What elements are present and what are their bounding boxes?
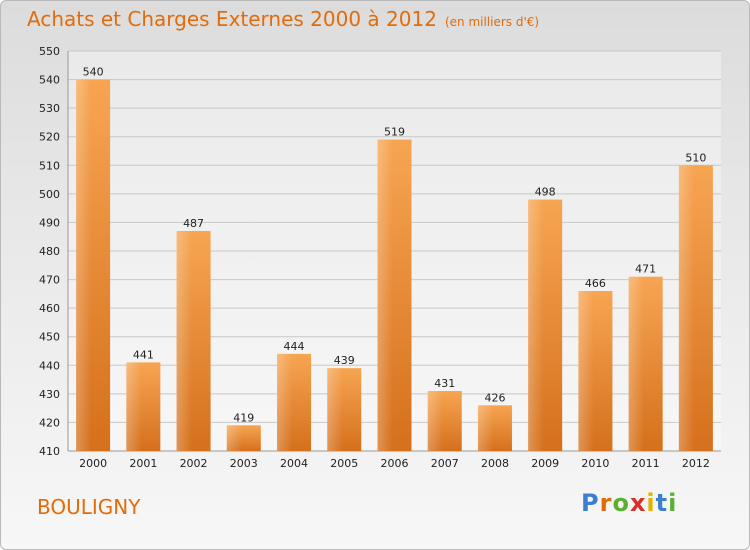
data-label: 426 xyxy=(484,391,505,404)
x-tick-label: 2002 xyxy=(180,457,208,470)
y-tick-label: 450 xyxy=(39,331,60,344)
y-tick-label: 500 xyxy=(39,188,60,201)
commune-name: BOULIGNY xyxy=(37,495,141,519)
logo-letter: P xyxy=(581,489,600,517)
logo-letter: t xyxy=(655,489,669,517)
bar-highlight xyxy=(528,199,544,451)
bar-highlight xyxy=(327,368,343,451)
data-label: 444 xyxy=(284,340,305,353)
data-label: 419 xyxy=(233,411,254,424)
logo-letter: o xyxy=(612,489,630,517)
y-tick-label: 420 xyxy=(39,416,60,429)
y-tick-label: 490 xyxy=(39,216,60,229)
bar-highlight xyxy=(678,165,695,452)
x-tick-label: 2005 xyxy=(330,457,358,470)
bar-highlight xyxy=(176,231,192,451)
x-tick-label: 2001 xyxy=(129,457,157,470)
logo-letter: i xyxy=(668,489,678,517)
data-label: 466 xyxy=(585,277,606,290)
bar-highlight xyxy=(277,353,293,451)
y-tick-label: 510 xyxy=(39,159,60,172)
y-tick-label: 540 xyxy=(39,74,60,87)
y-tick-label: 410 xyxy=(39,445,60,458)
y-tick-label: 520 xyxy=(39,131,60,144)
x-tick-label: 2004 xyxy=(280,457,308,470)
logo-letter: r xyxy=(599,489,613,517)
data-label: 487 xyxy=(183,217,204,230)
y-tick-label: 440 xyxy=(39,359,60,372)
x-tick-label: 2010 xyxy=(581,457,609,470)
data-label: 431 xyxy=(434,377,455,390)
bar-highlight xyxy=(76,79,92,452)
bar-highlight xyxy=(377,139,393,452)
bar-highlight xyxy=(126,362,142,451)
y-tick-label: 460 xyxy=(39,302,60,315)
chart-title: Achats et Charges Externes 2000 à 2012 (e… xyxy=(27,7,539,31)
proxiti-logo: Proxiti xyxy=(581,489,677,517)
x-tick-label: 2011 xyxy=(632,457,660,470)
x-tick-label: 2000 xyxy=(79,457,107,470)
x-tick-label: 2007 xyxy=(431,457,459,470)
x-tick-label: 2008 xyxy=(481,457,509,470)
x-tick-label: 2006 xyxy=(381,457,409,470)
data-label: 510 xyxy=(685,151,706,164)
x-tick-label: 2009 xyxy=(531,457,559,470)
bar-highlight xyxy=(628,276,644,451)
data-label: 471 xyxy=(635,263,656,276)
chart-title-text: Achats et Charges Externes 2000 à 2012 xyxy=(27,7,437,31)
logo-letter: i xyxy=(646,489,656,517)
data-label: 540 xyxy=(83,66,104,79)
bar-highlight xyxy=(477,405,494,451)
data-label: 439 xyxy=(334,354,355,367)
y-tick-label: 550 xyxy=(39,45,60,58)
y-tick-label: 430 xyxy=(39,388,60,401)
x-tick-label: 2012 xyxy=(682,457,710,470)
data-label: 498 xyxy=(535,186,556,199)
x-tick-label: 2003 xyxy=(230,457,258,470)
bar-highlight xyxy=(578,291,594,451)
chart-subtitle: (en milliers d'€) xyxy=(444,15,540,29)
logo-letter: x xyxy=(629,489,647,517)
data-label: 441 xyxy=(133,348,154,361)
y-tick-label: 480 xyxy=(39,245,60,258)
bar-highlight xyxy=(226,425,243,451)
y-tick-label: 470 xyxy=(39,274,60,287)
y-tick-label: 530 xyxy=(39,102,60,115)
bar-highlight xyxy=(427,391,444,451)
data-label: 519 xyxy=(384,126,405,139)
